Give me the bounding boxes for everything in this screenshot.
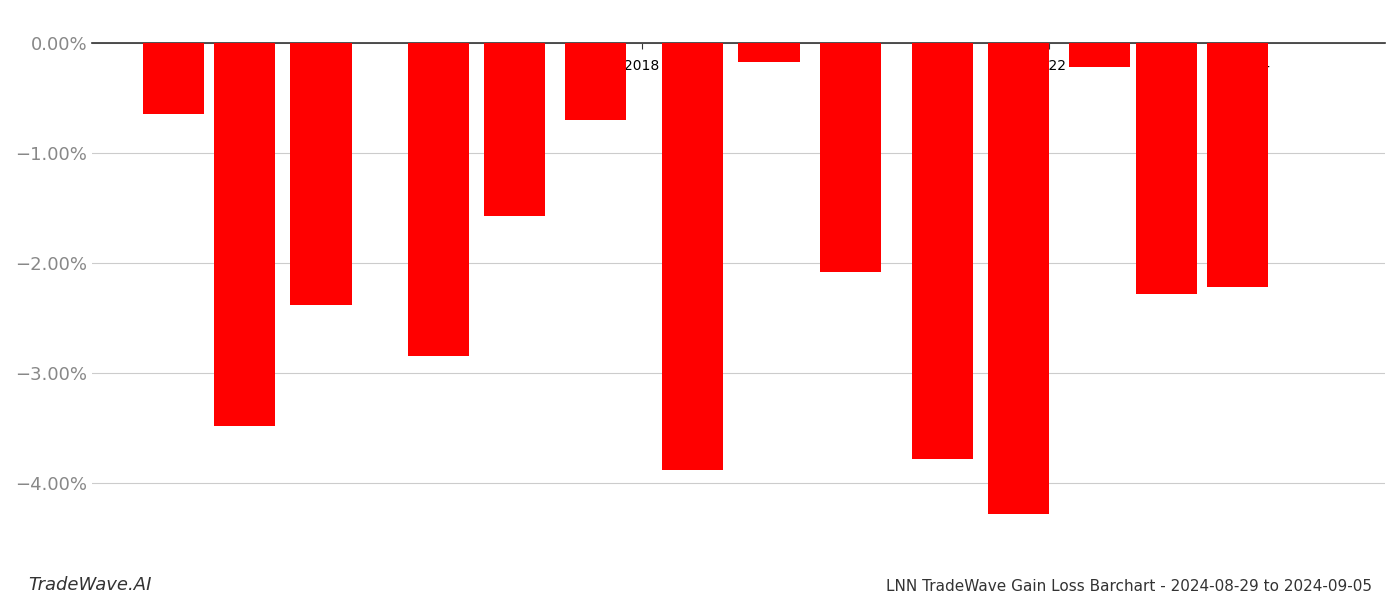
- Bar: [1135, 43, 1197, 293]
- Bar: [214, 43, 276, 425]
- Bar: [911, 43, 973, 459]
- Bar: [143, 43, 204, 114]
- Bar: [820, 43, 881, 272]
- Bar: [484, 43, 545, 217]
- Bar: [1070, 43, 1130, 67]
- Bar: [290, 43, 351, 305]
- Bar: [407, 43, 469, 356]
- Text: TradeWave.AI: TradeWave.AI: [28, 576, 151, 594]
- Bar: [566, 43, 626, 119]
- Bar: [988, 43, 1049, 514]
- Bar: [738, 43, 799, 62]
- Bar: [662, 43, 724, 470]
- Text: LNN TradeWave Gain Loss Barchart - 2024-08-29 to 2024-09-05: LNN TradeWave Gain Loss Barchart - 2024-…: [886, 579, 1372, 594]
- Bar: [1207, 43, 1268, 287]
